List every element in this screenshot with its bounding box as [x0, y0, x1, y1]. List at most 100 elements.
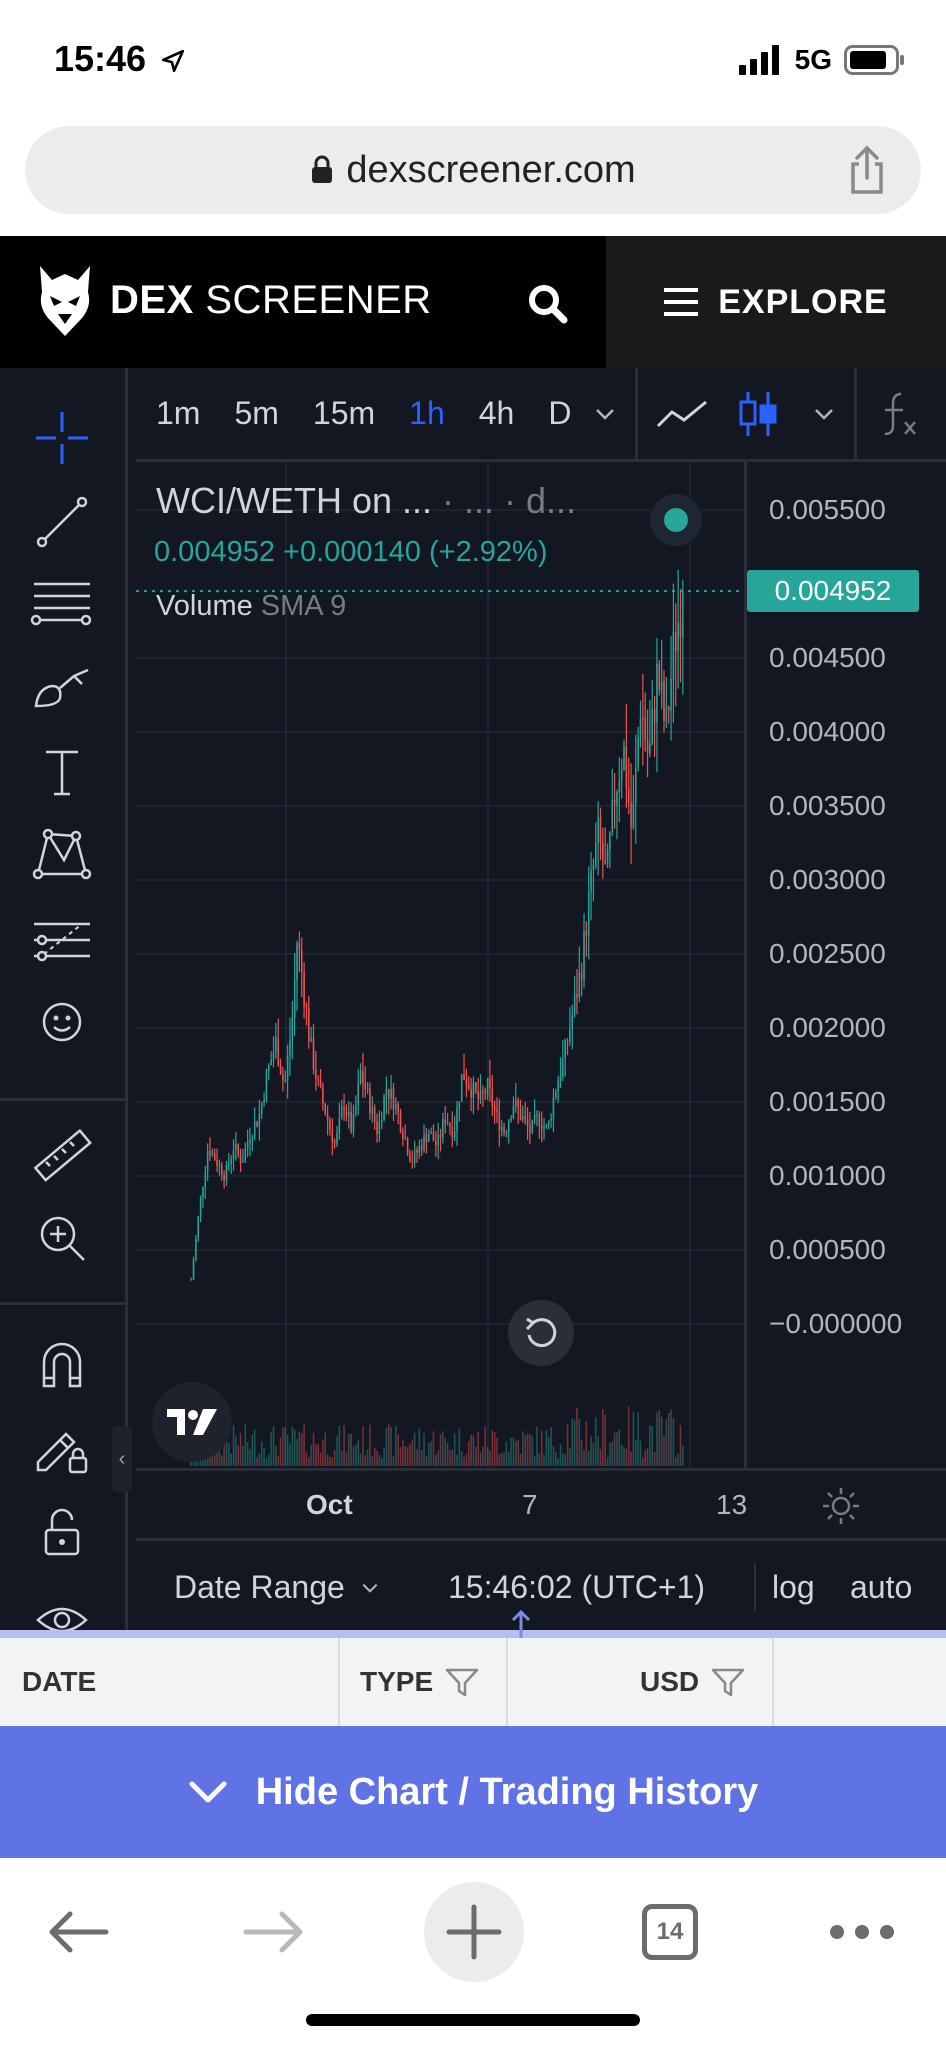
volume-bar [590, 1436, 592, 1466]
auto-scale-toggle[interactable]: auto [850, 1569, 913, 1605]
volume-bar [644, 1450, 646, 1466]
candle-body [268, 1064, 270, 1072]
signal-icon [738, 45, 779, 75]
trend-line-tool[interactable] [28, 488, 96, 556]
filter-icon[interactable] [711, 1667, 745, 1697]
candle-body [322, 1086, 324, 1104]
pair-legend[interactable]: WCI/WETH on ... · ... · d... [156, 480, 576, 522]
explore-label: EXPLORE [718, 282, 888, 321]
emoji-tool[interactable] [28, 988, 96, 1056]
text-tool[interactable] [28, 738, 96, 806]
candle-body [418, 1145, 421, 1153]
volume-bar [228, 1443, 230, 1466]
zoom-in-icon [40, 1216, 85, 1261]
chevron-down-icon[interactable] [812, 402, 836, 426]
chart-bottom-toolbar: Date Range 15:46:02 (UTC+1) log auto [136, 1538, 946, 1630]
forward-button[interactable] [224, 1882, 324, 1982]
explore-button[interactable]: EXPLORE [606, 236, 946, 368]
chevron-down-icon[interactable] [593, 402, 617, 426]
filter-icon[interactable] [445, 1667, 479, 1697]
timeframe-1m[interactable]: 1m [156, 395, 201, 431]
collapse-toolbar-button[interactable]: ‹ [112, 1426, 132, 1492]
volume-bar [376, 1450, 378, 1466]
timezone-clock[interactable]: 15:46:02 (UTC+1) [448, 1569, 706, 1605]
chart-plot-area[interactable]: WCI/WETH on ... · ... · d... 0.004952 +0… [136, 462, 744, 1468]
column-date[interactable]: DATE [0, 1638, 340, 1726]
timeframe-15m[interactable]: 15m [312, 395, 376, 431]
tabs-button[interactable]: 14 [620, 1882, 720, 1982]
search-button[interactable] [520, 276, 576, 332]
volume-bar [491, 1430, 494, 1466]
volume-legend[interactable]: Volume SMA 9 [156, 590, 346, 623]
line-chart-icon[interactable] [656, 394, 708, 434]
crosshair-tool[interactable] [28, 404, 96, 472]
candle-body [498, 1111, 501, 1131]
candles-icon[interactable] [738, 390, 778, 438]
timeframe-d[interactable]: D [548, 395, 572, 431]
market-status-indicator[interactable] [650, 494, 702, 546]
lock-all-tool[interactable] [28, 1498, 96, 1566]
candle-body [317, 1078, 319, 1080]
chart-resize-handle[interactable] [0, 1630, 946, 1638]
tradingview-logo[interactable] [152, 1382, 232, 1462]
prediction-tool[interactable] [28, 906, 96, 974]
eye-icon [36, 1607, 88, 1630]
volume-bar [599, 1449, 602, 1466]
candle-body [331, 1129, 334, 1143]
volume-bar [317, 1443, 319, 1466]
candle-body [216, 1160, 218, 1166]
candle-body [599, 817, 602, 844]
magnet-tool[interactable] [28, 1330, 96, 1398]
hide-chart-button[interactable]: Hide Chart / Trading History [0, 1726, 946, 1858]
reset-chart-button[interactable] [508, 1300, 574, 1366]
candle-body [590, 870, 592, 892]
candle-body [682, 591, 684, 638]
volume-bar [369, 1424, 371, 1466]
timeframe-1h[interactable]: 1h [409, 395, 445, 431]
zoom-tool[interactable] [28, 1204, 96, 1272]
more-button[interactable] [812, 1882, 912, 1982]
volume-bar [392, 1455, 395, 1466]
candle-body [533, 1115, 536, 1120]
indicators-icon[interactable] [875, 390, 919, 438]
share-button[interactable] [839, 142, 895, 198]
candle-body [571, 1014, 574, 1030]
timeframe-4h[interactable]: 4h [478, 395, 515, 431]
volume-bar [479, 1452, 482, 1466]
volume-bar [223, 1436, 225, 1466]
fib-tool[interactable] [28, 570, 96, 638]
log-scale-toggle[interactable]: log [772, 1569, 815, 1605]
candle-body [423, 1134, 425, 1150]
candle-body [451, 1126, 454, 1138]
brand-logo[interactable]: DEX SCREENER [34, 262, 432, 338]
back-button[interactable] [28, 1882, 128, 1982]
volume-bar [486, 1447, 489, 1466]
candle-body [223, 1175, 225, 1181]
candle-body [345, 1110, 348, 1116]
column-type[interactable]: TYPE [340, 1638, 508, 1726]
volume-bar [522, 1431, 524, 1466]
ruler-tool[interactable] [28, 1122, 96, 1190]
address-bar[interactable]: dexscreener.com [25, 126, 921, 214]
chart-settings-button[interactable] [820, 1485, 862, 1527]
price-axis[interactable]: 0.005500 0.004500 0.004000 0.003500 0.003000… [744, 462, 946, 1468]
timeframe-5m[interactable]: 5m [234, 395, 279, 431]
lock-drawings-tool[interactable] [28, 1412, 96, 1480]
candle-body [315, 1069, 317, 1079]
hide-drawings-tool[interactable] [28, 1586, 96, 1630]
candle-body [206, 1151, 209, 1172]
column-usd[interactable]: USD [508, 1638, 774, 1726]
candle-body [679, 622, 682, 638]
candle-body [470, 1088, 472, 1098]
new-tab-button[interactable] [424, 1882, 524, 1982]
candle-body [348, 1111, 350, 1116]
volume-bar [437, 1450, 439, 1466]
brush-tool[interactable] [28, 654, 96, 722]
tabs-count: 14 [642, 1904, 698, 1960]
time-axis[interactable]: Oct 7 13 [136, 1468, 946, 1538]
candle-body [623, 746, 625, 770]
date-range-dropdown[interactable]: Date Range [174, 1569, 380, 1606]
volume-bar [230, 1453, 232, 1466]
candle-body [566, 1040, 569, 1042]
pattern-tool[interactable] [28, 820, 96, 888]
